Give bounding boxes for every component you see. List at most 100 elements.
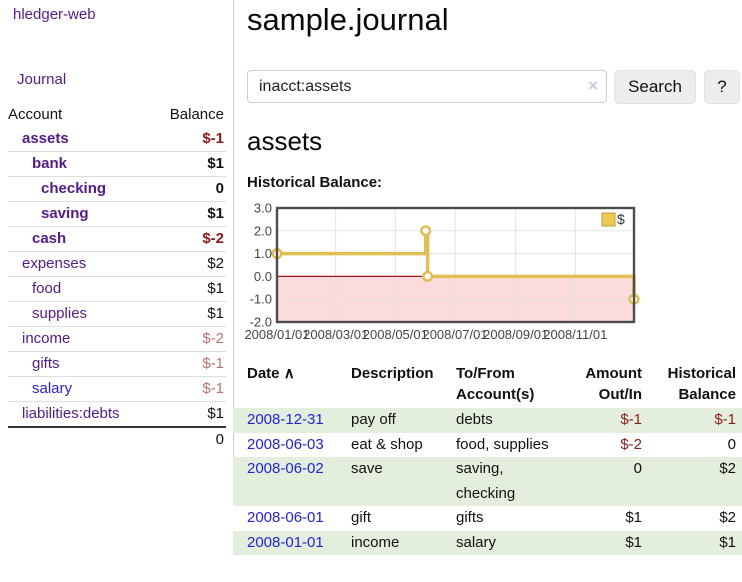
accounts-column-header: To/From Account(s) — [456, 365, 535, 403]
svg-text:1.0: 1.0 — [254, 246, 272, 261]
date-link[interactable]: 2008-01-01 — [247, 533, 324, 551]
account-balance: $1 — [152, 276, 226, 302]
account-row: food $1 — [8, 276, 226, 302]
date-column-header[interactable]: Date ∧ — [247, 365, 295, 382]
clear-search-icon[interactable]: × — [588, 76, 598, 95]
chart-title: Historical Balance: — [247, 174, 383, 191]
svg-text:2008/07/01: 2008/07/01 — [422, 327, 487, 342]
account-link[interactable]: gifts — [32, 355, 60, 372]
account-row: saving $1 — [8, 201, 226, 227]
account-balance: $-2 — [152, 226, 226, 252]
date-link[interactable]: 2008-06-01 — [247, 509, 324, 526]
account-link[interactable]: salary — [32, 380, 73, 397]
amount-cell: $-1 — [620, 411, 642, 428]
description-cell: income — [351, 533, 400, 551]
accounts-cell: saving, checking — [456, 460, 516, 502]
account-link[interactable]: income — [22, 330, 71, 347]
balance-cell: $2 — [719, 460, 736, 477]
sidebar-item-journal[interactable]: Journal — [17, 71, 67, 88]
account-balance: $2 — [152, 251, 226, 277]
account-balance: $-1 — [202, 130, 224, 147]
account-balance: $1 — [152, 151, 226, 177]
account-row: salary $-1 — [8, 376, 226, 402]
accounts-table: Account Balance assets $-1 bank $1 checking 0… — [8, 103, 226, 452]
svg-text:$: $ — [617, 211, 625, 227]
account-balance: $1 — [152, 401, 226, 427]
register-row: 2008-06-01 gift gifts $1 $2 — [233, 506, 742, 531]
search-button[interactable]: Search — [614, 70, 696, 104]
accounts-cell: gifts — [456, 509, 484, 526]
date-link[interactable]: 2008-12-31 — [247, 411, 324, 428]
account-row: bank $1 — [8, 151, 226, 177]
accounts-total: 0 — [152, 426, 226, 452]
account-balance: $-1 — [152, 376, 226, 402]
account-link[interactable]: saving — [41, 205, 89, 222]
svg-text:2008/05/01: 2008/05/01 — [363, 327, 428, 342]
search-input[interactable] — [247, 70, 607, 103]
account-row: assets $-1 — [8, 127, 226, 152]
register-row: 2008-06-02 save saving, checking 0 $2 — [233, 457, 742, 506]
historical-balance-chart[interactable]: $3.0 2.0 1.0 0.0 -1.0 -2.0 2008/01/01 2008/03/0… — [240, 201, 640, 343]
account-balance: $-1 — [152, 351, 226, 377]
register-table: Date ∧ Description To/From Account(s) Am… — [233, 358, 742, 555]
account-link[interactable]: assets — [22, 130, 69, 147]
balance-cell: $2 — [719, 509, 736, 526]
amount-cell: $1 — [625, 509, 642, 526]
register-row: 2008-12-31 pay off debts $-1 $-1 — [233, 408, 742, 433]
register-row: 2008-01-01 income salary $1 $1 — [233, 530, 742, 555]
amount-cell: 0 — [633, 460, 642, 477]
account-link[interactable]: supplies — [32, 305, 88, 322]
accounts-cell: debts — [456, 411, 493, 428]
account-row: liabilities:debts $1 — [8, 401, 226, 427]
balance-cell: 0 — [727, 435, 736, 453]
account-link[interactable]: bank — [32, 155, 68, 172]
page-title: sample.journal — [247, 2, 449, 37]
amount-column-header: Amount Out/In — [585, 365, 642, 403]
help-button[interactable]: ? — [704, 70, 740, 104]
account-balance: $1 — [152, 301, 226, 327]
account-row: checking 0 — [8, 176, 226, 202]
balance-cell: $-1 — [714, 411, 736, 428]
accounts-cell: salary — [456, 533, 497, 551]
description-cell: pay off — [351, 411, 396, 428]
account-row: expenses $2 — [8, 251, 226, 277]
register-header-row: Date ∧ Description To/From Account(s) Am… — [233, 358, 742, 408]
amount-cell: $1 — [625, 533, 642, 551]
account-heading: assets — [247, 126, 323, 156]
svg-text:2.0: 2.0 — [254, 223, 272, 238]
description-cell: save — [351, 460, 383, 477]
amount-cell: $-2 — [620, 435, 642, 453]
balance-column-header: Historical Balance — [667, 365, 736, 403]
sidebar-divider — [233, 0, 234, 458]
date-link[interactable]: 2008-06-02 — [247, 460, 324, 477]
svg-text:3.0: 3.0 — [254, 201, 272, 216]
svg-text:2008/11/01: 2008/11/01 — [543, 327, 607, 342]
register-row: 2008-06-03 eat & shop food, supplies $-2 0 — [233, 433, 742, 458]
svg-text:0.0: 0.0 — [254, 269, 272, 284]
date-link[interactable]: 2008-06-03 — [247, 435, 324, 453]
accounts-header-row: Account Balance — [8, 103, 226, 127]
account-balance: $-2 — [152, 326, 226, 352]
svg-text:2008/09/01: 2008/09/01 — [483, 327, 548, 342]
account-row: supplies $1 — [8, 301, 226, 327]
sort-ascending-icon: ∧ — [283, 365, 295, 382]
account-link[interactable]: food — [32, 280, 62, 297]
search-box: × — [247, 70, 607, 103]
svg-text:2008/03/01: 2008/03/01 — [303, 327, 368, 342]
accounts-cell: food, supplies — [456, 435, 549, 453]
account-row: gifts $-1 — [8, 351, 226, 377]
account-link[interactable]: expenses — [22, 255, 87, 272]
accounts-header-account: Account — [8, 106, 63, 123]
svg-text:-2.0: -2.0 — [250, 315, 272, 330]
account-link[interactable]: liabilities:debts — [22, 405, 120, 422]
accounts-header-balance: Balance — [169, 106, 224, 123]
description-column-header: Description — [351, 365, 434, 382]
account-row: cash $-2 — [8, 226, 226, 252]
account-row: income $-2 — [8, 326, 226, 352]
svg-text:-1.0: -1.0 — [250, 292, 272, 307]
account-link[interactable]: cash — [32, 230, 67, 247]
account-balance: 0 — [152, 176, 226, 202]
description-cell: gift — [351, 509, 372, 526]
brand-link[interactable]: hledger-web — [13, 6, 96, 23]
account-link[interactable]: checking — [41, 180, 107, 197]
